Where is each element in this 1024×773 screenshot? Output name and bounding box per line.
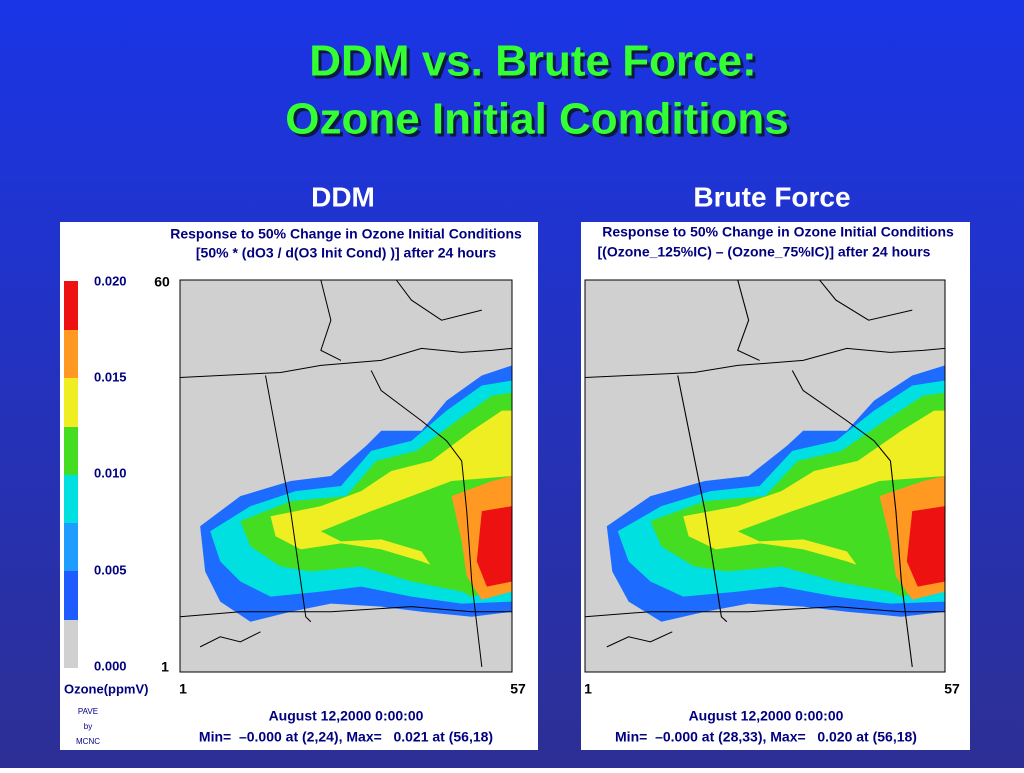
panel-heading: DDM xyxy=(311,181,375,212)
x-axis-label: 1 xyxy=(179,681,187,697)
map-frame xyxy=(179,279,513,673)
x-axis-label: 57 xyxy=(944,681,960,697)
timestamp: August 12,2000 0:00:00 xyxy=(269,708,424,724)
colorbar-unit: Ozone(ppmV) xyxy=(64,681,149,696)
colorbar-label: 0.015 xyxy=(94,369,127,384)
y-axis-label: 1 xyxy=(161,659,169,675)
colorbar-label: 0.005 xyxy=(94,562,127,577)
stats: Min= –0.000 at (2,24), Max= 0.021 at (56… xyxy=(199,729,493,745)
credit: PAVE xyxy=(78,707,98,716)
slide-title: DDM vs. Brute Force: xyxy=(309,37,756,86)
map xyxy=(180,280,512,672)
map xyxy=(585,280,945,672)
colorbar-label: 0.020 xyxy=(94,273,127,288)
colorbar-label: 0.010 xyxy=(94,465,127,480)
stats: Min= –0.000 at (28,33), Max= 0.020 at (5… xyxy=(615,729,917,745)
title-shadow: DDM vs. Brute Force: xyxy=(312,40,759,89)
panel-heading: Brute Force xyxy=(693,181,850,212)
colorbar-label: 0.000 xyxy=(94,658,127,673)
plot-title: [50% * (dO3 / d(O3 Init Cond) )] after 2… xyxy=(196,245,496,261)
credit: by xyxy=(84,722,92,731)
timestamp: August 12,2000 0:00:00 xyxy=(689,708,844,724)
x-axis-label: 1 xyxy=(584,681,592,697)
plot-title: Response to 50% Change in Ozone Initial … xyxy=(602,224,954,240)
plot-title: [(Ozone_125%IC) – (Ozone_75%IC)] after 2… xyxy=(598,244,931,260)
slide-title: Ozone Initial Conditions xyxy=(285,95,789,144)
colorbar xyxy=(64,281,78,668)
y-axis-label: 60 xyxy=(154,274,170,290)
title-shadow: Ozone Initial Conditions xyxy=(288,98,792,147)
plot-title: Response to 50% Change in Ozone Initial … xyxy=(170,226,522,242)
map-frame xyxy=(584,279,946,673)
x-axis-label: 57 xyxy=(510,681,526,697)
credit: MCNC xyxy=(76,737,100,746)
